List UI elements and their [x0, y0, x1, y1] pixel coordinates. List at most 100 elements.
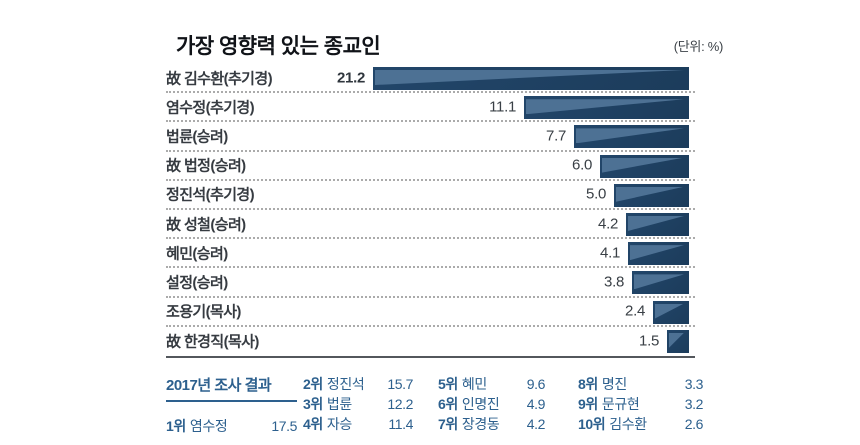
bar	[632, 271, 689, 295]
rank-number: 6위	[438, 395, 458, 412]
bar-value: 5.0	[586, 185, 606, 203]
bar	[614, 183, 689, 207]
bar-value: 3.8	[604, 273, 624, 291]
rank-number: 2위	[303, 375, 323, 392]
rank-number: 1위	[166, 417, 186, 434]
bar-row: 혜민(승려) 4.1	[166, 239, 695, 269]
summary-column-1: 2017년 조사 결과 1위 염수정 17.5	[166, 374, 297, 436]
bar-label: 염수정(추기경)	[166, 99, 255, 117]
bar-row: 故 한경직(목사) 1.5	[166, 327, 695, 356]
bar-value: 2.4	[625, 302, 645, 320]
bar	[574, 125, 689, 149]
bar-row: 정진석(추기경) 5.0	[166, 181, 695, 210]
rank-number: 7위	[438, 415, 458, 432]
rank-value: 15.7	[387, 375, 413, 392]
rank-value: 3.2	[684, 395, 704, 412]
rank-value: 2.6	[684, 415, 704, 432]
bar-highlight-wedge	[628, 215, 684, 231]
bar	[626, 212, 689, 236]
bar-highlight-wedge	[576, 128, 684, 144]
bar-label: 故 한경직(목사)	[166, 333, 259, 351]
rank-number: 8위	[578, 375, 598, 392]
summary-column-4: 8위 명진 3.3 9위 문규현 3.2 10위 김수환 2.6	[578, 374, 703, 434]
rank-item: 8위 명진 3.3	[578, 374, 703, 394]
rank-number: 3위	[303, 395, 323, 412]
rank-name: 염수정	[189, 417, 228, 434]
bar-value: 1.5	[639, 332, 659, 350]
rank-name: 혜민	[461, 375, 487, 392]
bar-label: 故 성철(승려)	[166, 216, 246, 234]
bar-row: 염수정(추기경) 11.1	[166, 93, 695, 123]
summary-column-2: 2위 정진석 15.7 3위 법륜 12.2 4위 자승 11.4	[303, 374, 413, 434]
bar	[600, 154, 689, 178]
rank-value: 4.9	[526, 395, 546, 412]
rank-number: 4위	[303, 415, 323, 432]
bar-value: 4.1	[600, 244, 620, 262]
bar-row: 법륜(승려) 7.7	[166, 122, 695, 152]
bar	[653, 300, 689, 324]
rank-value: 3.3	[684, 375, 704, 392]
bar-highlight-wedge	[655, 303, 684, 319]
rank-name: 장경동	[461, 415, 500, 432]
rank-value: 12.2	[387, 395, 413, 412]
rank-item: 2위 정진석 15.7	[303, 374, 413, 394]
rank-item: 7위 장경동 4.2	[438, 414, 545, 434]
rank-value: 9.6	[526, 375, 546, 392]
rank-number: 10위	[578, 415, 606, 432]
rank-value: 11.4	[388, 415, 413, 432]
rank-number: 5위	[438, 375, 458, 392]
bar-row: 설정(승려) 3.8	[166, 268, 695, 298]
rank-name: 인명진	[461, 395, 500, 412]
bar-highlight-wedge	[602, 157, 684, 173]
rank-item: 10위 김수환 2.6	[578, 414, 703, 434]
rank-number: 9위	[578, 395, 598, 412]
bar-highlight-wedge	[630, 245, 684, 261]
bar-row: 故 성철(승려) 4.2	[166, 210, 695, 240]
bar-value: 7.7	[546, 127, 566, 145]
bar-highlight-wedge	[669, 332, 684, 348]
bar-highlight-wedge	[616, 186, 684, 202]
bar-value: 6.0	[572, 156, 592, 174]
bar	[373, 67, 689, 90]
bar-label: 혜민(승려)	[166, 245, 228, 263]
rank-name: 정진석	[326, 375, 365, 392]
rank-item: 4위 자승 11.4	[303, 414, 413, 434]
rank-item: 3위 법륜 12.2	[303, 394, 413, 414]
bar	[524, 96, 689, 120]
bar-value: 11.1	[489, 98, 516, 116]
bar-row: 조용기(목사) 2.4	[166, 298, 695, 327]
bar-label: 故 김수환(추기경)	[166, 70, 273, 88]
bar	[667, 329, 689, 353]
rank-name: 김수환	[609, 415, 647, 432]
rank-name: 법륜	[326, 395, 352, 412]
rank-name: 자승	[326, 415, 352, 432]
summary-column-3: 5위 혜민 9.6 6위 인명진 4.9 7위 장경동 4.2	[438, 374, 545, 434]
bar-label: 설정(승려)	[166, 274, 228, 292]
summary-heading: 2017년 조사 결과	[166, 374, 297, 402]
rank-item: 9위 문규현 3.2	[578, 394, 703, 414]
chart-content: 가장 영향력 있는 종교인 (단위: %) 故 김수환(추기경) 21.2 염수정(…	[166, 30, 723, 442]
summary-2017: 2017년 조사 결과 1위 염수정 17.5 2위 정진석 15.7 3위 법륜 12.2 4…	[166, 374, 703, 442]
bar-row: 故 법정(승려) 6.0	[166, 152, 695, 181]
bar-label: 정진석(추기경)	[166, 186, 255, 204]
unit-note: (단위: %)	[673, 39, 724, 54]
rank-item: 5위 혜민 9.6	[438, 374, 545, 394]
page-title: 가장 영향력 있는 종교인	[176, 35, 381, 58]
chart-header: 가장 영향력 있는 종교인 (단위: %)	[166, 30, 723, 64]
rank-name: 문규현	[601, 395, 640, 412]
bar-value: 21.2	[337, 69, 365, 87]
bar-chart: 故 김수환(추기경) 21.2 염수정(추기경) 11.1 법륜(승려) 7.7 故 법정(…	[166, 64, 695, 356]
bar-highlight-wedge	[634, 274, 684, 290]
bar-value: 4.2	[598, 215, 618, 233]
bar-label: 조용기(목사)	[166, 303, 241, 321]
bar-highlight-wedge	[526, 99, 684, 115]
bar-highlight-wedge	[375, 70, 684, 85]
rank-value: 17.5	[271, 417, 297, 434]
bar-row: 故 김수환(추기경) 21.2	[166, 64, 695, 94]
bar-label: 故 법정(승려)	[166, 157, 246, 175]
rank-name: 명진	[601, 375, 627, 392]
rank-item: 6위 인명진 4.9	[438, 394, 545, 414]
bar-label: 법륜(승려)	[166, 128, 228, 146]
rank-value: 4.2	[526, 415, 546, 432]
